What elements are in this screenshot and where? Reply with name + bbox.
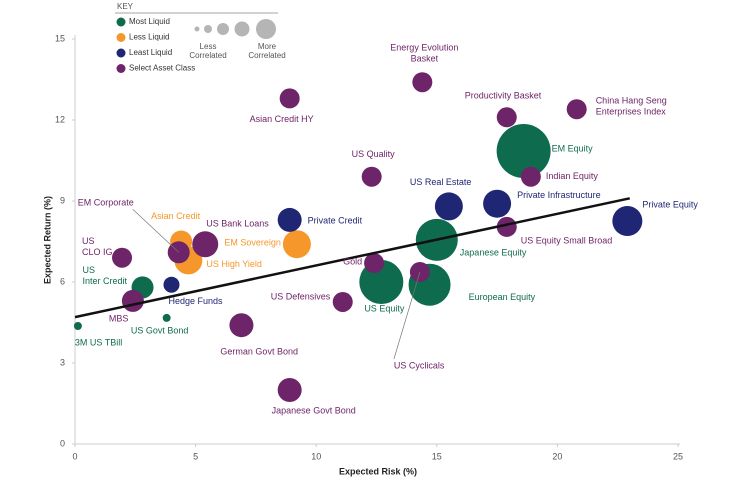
legend-label: Least Liquid (129, 48, 172, 57)
bubble (162, 313, 171, 322)
point-label: US Govt Bond (131, 325, 189, 335)
legend-swatch (116, 17, 126, 27)
size-key-circle (194, 26, 200, 32)
point-label: Gold (343, 256, 362, 266)
y-tick-label: 3 (60, 357, 65, 367)
legend-swatch (116, 48, 126, 58)
y-tick-label: 0 (60, 438, 65, 448)
bubble (277, 207, 302, 232)
point-label: European Equity (469, 292, 536, 302)
bubble (483, 189, 512, 218)
point-label: Asian Credit (151, 211, 201, 221)
point-label: Inter Credit (83, 276, 128, 286)
size-key-label: More (258, 42, 277, 51)
x-tick-label: 25 (673, 451, 683, 461)
y-tick-label: 15 (55, 33, 65, 43)
size-key-label: Correlated (248, 51, 285, 60)
bubble (277, 378, 302, 402)
point-label: US Real Estate (410, 177, 472, 187)
point-label: Energy Evolution (390, 43, 458, 53)
bubble (279, 88, 300, 109)
point-label: Japanese Govt Bond (272, 405, 356, 415)
point-label: US Cyclicals (394, 360, 445, 370)
y-tick-label: 6 (60, 276, 65, 286)
y-tick-label: 9 (60, 195, 65, 205)
point-label: US High Yield (206, 259, 262, 269)
legend-label: Most Liquid (129, 17, 170, 26)
point-label: US Bank Loans (206, 219, 269, 229)
bubble (282, 230, 311, 259)
point-label: Hedge Funds (168, 296, 223, 306)
bubble (332, 291, 353, 312)
trend-line (74, 197, 631, 319)
bubble (566, 99, 587, 120)
bubble (434, 192, 463, 221)
point-label: US (83, 265, 96, 275)
bubble (112, 247, 133, 268)
x-tick-label: 5 (193, 451, 198, 461)
size-key (194, 19, 276, 39)
y-tick-label: 12 (55, 114, 65, 124)
point-label: Japanese Equity (460, 247, 527, 257)
point-label: Private Infrastructure (517, 190, 601, 200)
point-label: EM Corporate (78, 198, 134, 208)
point-label: US (82, 236, 95, 246)
legend-label: Select Asset Class (129, 64, 195, 73)
point-label: US Quality (352, 149, 396, 159)
point-label: Basket (411, 54, 439, 64)
bubble (496, 107, 517, 128)
size-key-label: Correlated (189, 51, 226, 60)
point-label: Asian Credit HY (250, 114, 314, 124)
point-label: Private Equity (642, 199, 698, 209)
bubble (496, 216, 517, 237)
point-label: MBS (109, 313, 129, 323)
bubble (612, 205, 643, 236)
x-tick-label: 20 (552, 451, 562, 461)
point-label: US Equity (364, 303, 405, 313)
key-title: KEY (117, 2, 134, 11)
point-label: Indian Equity (546, 171, 599, 181)
point-label: EM Equity (552, 143, 594, 153)
legend-swatch (116, 33, 126, 42)
bubble (192, 231, 219, 258)
bubble (121, 289, 144, 312)
point-label: Enterprises Index (596, 107, 667, 117)
point-label: EM Sovereign (224, 238, 281, 248)
size-key-label: Less (200, 42, 217, 51)
bubble (364, 253, 385, 274)
point-label: Productivity Basket (465, 91, 542, 101)
x-axis-title: Expected Risk (%) (339, 466, 417, 476)
point-label: US Defensives (271, 291, 331, 301)
size-key-circle (204, 25, 212, 33)
size-key-circle (234, 21, 250, 37)
bubble (229, 313, 254, 338)
leader-line (132, 209, 179, 253)
leader-line (393, 271, 421, 360)
bubble (496, 124, 551, 179)
y-axis-title: Expected Return (%) (42, 196, 52, 284)
point-label: 3M US TBill (75, 337, 122, 347)
point-label: Private Credit (308, 215, 363, 225)
legend-label: Less Liquid (129, 33, 169, 42)
size-key-circle (217, 23, 229, 35)
x-tick-label: 0 (72, 451, 77, 461)
bubble (73, 322, 82, 331)
bubble (520, 166, 541, 187)
x-tick-label: 15 (432, 451, 442, 461)
point-label: German Govt Bond (220, 347, 298, 357)
bubble (412, 72, 433, 93)
bubble (163, 276, 180, 293)
point-label: China Hang Seng (596, 96, 667, 106)
x-tick-label: 10 (311, 451, 321, 461)
point-label: CLO IG (82, 247, 113, 257)
bubble (361, 166, 382, 187)
size-key-circle (256, 19, 276, 39)
point-label: US Equity Small Broad (521, 235, 613, 245)
legend-swatch (116, 64, 126, 73)
